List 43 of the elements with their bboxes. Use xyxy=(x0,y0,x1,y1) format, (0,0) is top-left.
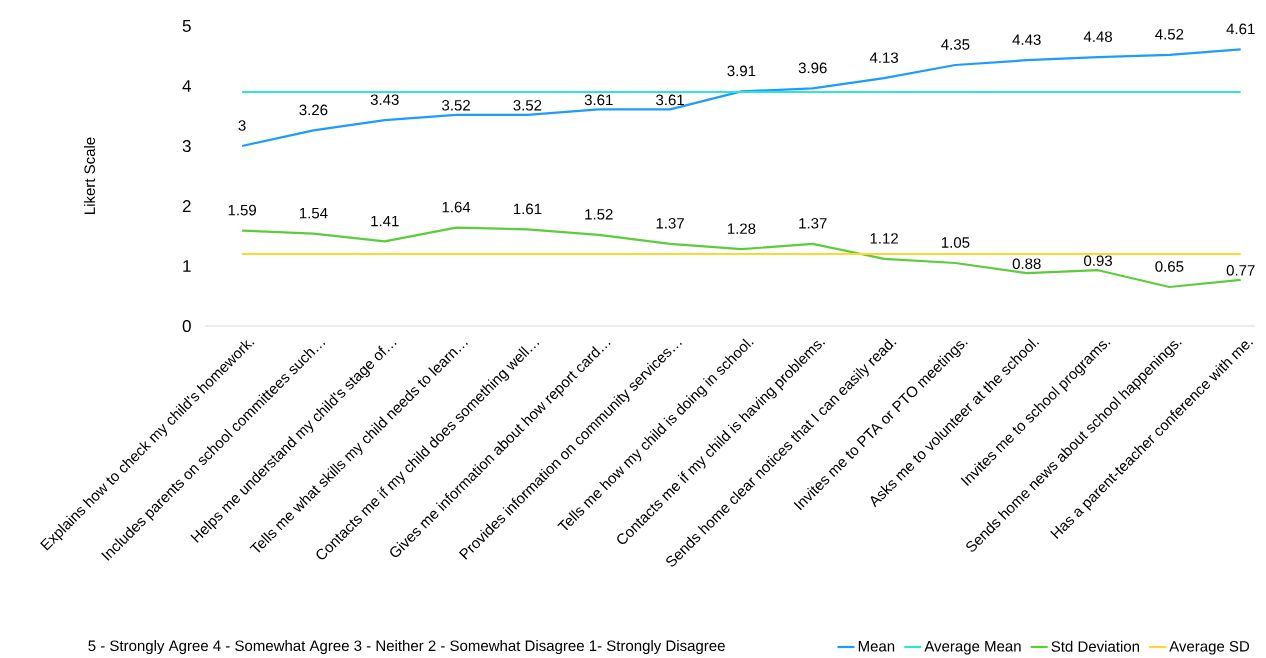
data-label: 3 xyxy=(238,120,246,131)
data-label: 3.91 xyxy=(727,65,756,77)
y-axis-title: Likert Scale xyxy=(83,137,95,214)
data-label: 1.59 xyxy=(228,204,256,216)
data-label: 4.35 xyxy=(941,39,970,50)
text: 5 - Strongly Agree 4 - Somewhat Agree 3 - Neither 2 - Somewhat Disagree 1- Strongly Disagree xyxy=(88,640,725,654)
data-label: 3.52 xyxy=(513,99,542,111)
data-label: 1.28 xyxy=(727,223,756,234)
data-label: 1.12 xyxy=(870,233,898,244)
legend-label: Mean xyxy=(858,641,895,652)
data-label: 1.37 xyxy=(799,217,827,229)
data-label: 1.37 xyxy=(656,217,684,229)
legend-label: Average Mean xyxy=(924,641,1021,655)
data-label: 3.61 xyxy=(656,94,684,106)
data-label: 4.13 xyxy=(869,52,899,63)
data-label: 3.52 xyxy=(442,99,470,111)
data-label: 4.61 xyxy=(1226,23,1255,35)
data-label: 3.26 xyxy=(299,104,328,116)
data-label: 4.43 xyxy=(1012,34,1041,45)
y-tick-label: 2 xyxy=(182,200,191,212)
data-label: 4.52 xyxy=(1155,28,1184,40)
data-label: 3.43 xyxy=(370,94,399,105)
data-label: 1.52 xyxy=(585,208,613,220)
y-tick-label: 5 xyxy=(182,20,191,32)
y-tick-label: 3 xyxy=(182,139,191,153)
data-label: 1.05 xyxy=(941,237,970,248)
y-tick-label: 4 xyxy=(182,80,191,92)
data-label: 0.77 xyxy=(1226,264,1255,276)
data-label: 1.64 xyxy=(442,201,471,213)
legend-label: Std Deviation xyxy=(1051,640,1140,652)
data-label: 1.61 xyxy=(513,203,542,215)
data-label: 0.93 xyxy=(1084,255,1112,266)
data-label: 3.61 xyxy=(584,94,613,106)
data-label: 0.65 xyxy=(1155,261,1184,272)
data-label: 0.88 xyxy=(1012,258,1041,269)
data-label: 3.96 xyxy=(798,62,827,74)
y-tick-label: 1 xyxy=(183,260,191,272)
data-label: 4.48 xyxy=(1083,31,1112,42)
line-series xyxy=(240,48,1242,148)
data-label: 1.54 xyxy=(299,207,328,219)
y-tick-label: 0 xyxy=(182,319,191,333)
legend-label: Average SD xyxy=(1169,641,1250,655)
data-label: 1.41 xyxy=(371,215,399,227)
